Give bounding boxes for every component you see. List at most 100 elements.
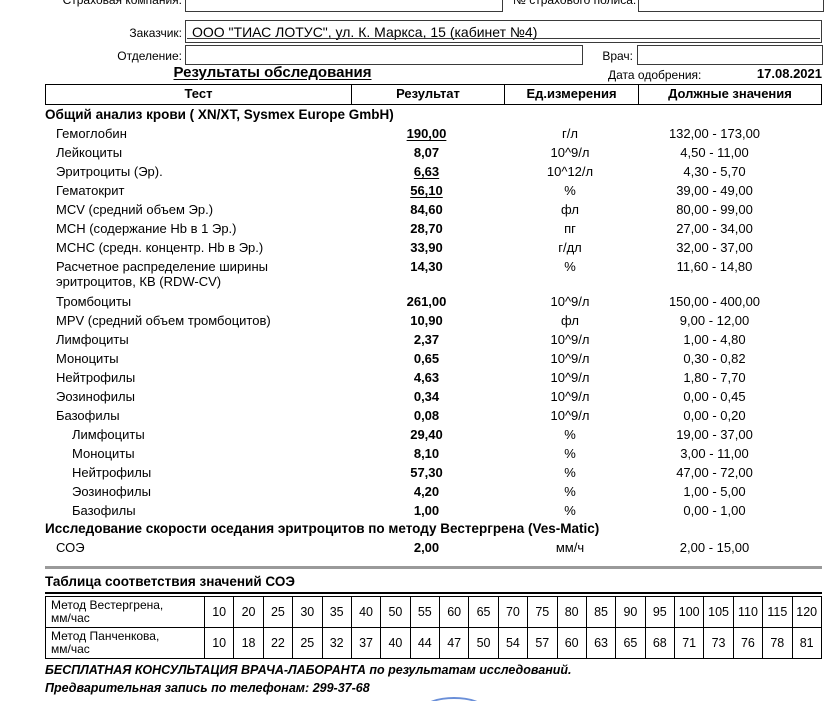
esr-value-cell: 60 (439, 597, 468, 627)
test-name-cell: Расчетное распределение ширины эритроцит… (45, 257, 350, 292)
test-result: 0,65 (413, 351, 440, 366)
test-name: Лимфоциты (72, 427, 145, 442)
esr-value-cell: 40 (380, 628, 409, 658)
customer-underline (187, 38, 820, 39)
esr-result-rows: СОЭ 2,00 мм/ч 2,00 - 15,00 (45, 538, 822, 557)
test-name: MCHC (средн. концентр. Hb в Эр.) (56, 240, 264, 255)
esr-correspondence-table: Метод Вестергрена, мм/час 10 20 25 30 35 40 50… (45, 596, 822, 659)
policy-number-field[interactable] (638, 0, 824, 12)
esr-value-cell: 60 (556, 628, 586, 658)
esr-row-label: Метод Панченкова, мм/час (46, 628, 204, 658)
esr-value-cell: 70 (497, 597, 527, 627)
section-separator (45, 566, 822, 569)
result-row: Тромбоциты 261,00 10^9/л 150,00 - 400,00 (45, 292, 822, 311)
esr-value-cell: 120 (791, 597, 821, 627)
esr-vestergren-values: 10 20 25 30 35 40 50 55 60 65 70 75 80 85 90 95 100 105 11… (204, 597, 821, 627)
test-result: 0,34 (413, 389, 440, 404)
test-reference-range: 9,00 - 12,00 (679, 313, 750, 328)
test-reference-range: 27,00 - 34,00 (676, 221, 753, 236)
esr-value-cell: 90 (615, 597, 644, 627)
esr-method-name: Метод Вестергрена, (51, 598, 164, 612)
test-name-cell: Моноциты (45, 444, 350, 463)
test-reference-range: 47,00 - 72,00 (676, 465, 753, 480)
esr-value-cell: 54 (497, 628, 527, 658)
test-reference-range: 1,00 - 4,80 (683, 332, 746, 347)
result-row: MCV (средний объем Эр.) 84,60 фл 80,00 -… (45, 200, 822, 219)
result-row: СОЭ 2,00 мм/ч 2,00 - 15,00 (45, 538, 822, 557)
test-unit: 10^9/л (550, 370, 590, 385)
test-unit: 10^9/л (550, 408, 590, 423)
test-unit: 10^9/л (550, 351, 590, 366)
result-row: Лимфоциты 29,40 % 19,00 - 37,00 (45, 425, 822, 444)
test-unit: 10^12/л (546, 164, 594, 179)
test-name: Нейтрофилы (72, 465, 152, 480)
test-name-cell: Нейтрофилы (45, 368, 350, 387)
esr-row-vestergren: Метод Вестергрена, мм/час 10 20 25 30 35 40 50… (46, 597, 821, 627)
doctor-field[interactable] (637, 45, 823, 65)
test-name-cell: Эритроциты (Эр). (45, 162, 350, 181)
esr-value-cell: 65 (615, 628, 644, 658)
test-unit: % (564, 259, 576, 274)
test-reference-range: 150,00 - 400,00 (668, 294, 761, 309)
test-unit: 10^9/л (550, 294, 590, 309)
esr-value-cell: 85 (585, 597, 615, 627)
esr-value-cell: 100 (674, 597, 703, 627)
test-result: 190,00 (406, 126, 447, 141)
esr-value-cell: 35 (321, 597, 351, 627)
result-row: Базофилы 1,00 % 0,00 - 1,00 (45, 501, 822, 520)
esr-value-cell: 55 (409, 597, 439, 627)
test-name-cell: MPV (средний объем тромбоцитов) (45, 311, 350, 330)
esr-table-title: Таблица соответствия значений СОЭ (45, 572, 822, 594)
test-name: Тромбоциты (56, 294, 132, 309)
esr-value-cell: 25 (292, 628, 321, 658)
doctor-label: Врач: (602, 49, 633, 63)
test-name: Эозинофилы (72, 484, 151, 499)
esr-value-cell: 73 (703, 628, 732, 658)
esr-value-cell: 40 (350, 597, 380, 627)
esr-value-cell: 30 (292, 597, 321, 627)
test-result: 261,00 (406, 294, 447, 309)
test-name: MCV (средний объем Эр.) (56, 202, 214, 217)
test-name-cell: Моноциты (45, 349, 350, 368)
esr-value-cell: 80 (556, 597, 586, 627)
esr-value-cell: 95 (644, 597, 674, 627)
test-name: Моноциты (72, 446, 135, 461)
esr-value-cell: 37 (350, 628, 380, 658)
customer-field[interactable]: ООО "ТИАС ЛОТУС", ул. К. Маркса, 15 (каб… (185, 20, 822, 43)
section-title-cbc: Общий анализ крови ( XN/XT, Sysmex Europ… (45, 107, 394, 122)
test-reference-range: 1,00 - 5,00 (683, 484, 746, 499)
test-name: Гемоглобин (56, 126, 127, 141)
insurance-company-field[interactable] (185, 0, 503, 12)
test-result: 29,40 (410, 427, 443, 442)
test-name-cell: MCV (средний объем Эр.) (45, 200, 350, 219)
result-row: Гематокрит 56,10 % 39,00 - 49,00 (45, 181, 822, 200)
esr-value-cell: 10 (204, 597, 233, 627)
test-unit: г/л (562, 126, 578, 141)
test-name-cell: MCH (содержание Hb в 1 Эр.) (45, 219, 350, 238)
free-consultation-note: БЕСПЛАТНАЯ КОНСУЛЬТАЦИЯ ВРАЧА-ЛАБОРАНТА … (45, 663, 572, 677)
column-header-unit: Ед.измерения (504, 85, 638, 104)
esr-value-cell: 115 (762, 597, 791, 627)
esr-panchenkov-values: 10 18 22 25 32 37 40 44 47 50 54 57 60 63 65 68 71 73 76 78… (204, 628, 821, 658)
esr-value-cell: 18 (233, 628, 262, 658)
esr-value-cell: 78 (762, 628, 791, 658)
test-name: СОЭ (56, 540, 85, 555)
department-field[interactable] (185, 45, 583, 65)
esr-value-cell: 50 (380, 597, 409, 627)
result-row: Нейтрофилы 57,30 % 47,00 - 72,00 (45, 463, 822, 482)
result-row: Нейтрофилы 4,63 10^9/л 1,80 - 7,70 (45, 368, 822, 387)
test-result: 14,30 (410, 259, 443, 274)
test-name: Моноциты (56, 351, 119, 366)
esr-row-panchenkov: Метод Панченкова, мм/час 10 18 22 25 32 37 40 4… (46, 627, 821, 658)
test-result: 57,30 (410, 465, 443, 480)
test-result: 2,00 (413, 540, 440, 555)
test-reference-range: 0,00 - 0,45 (683, 389, 746, 404)
results-body: Общий анализ крови ( XN/XT, Sysmex Europ… (45, 106, 822, 557)
test-unit: % (564, 503, 576, 518)
test-reference-range: 32,00 - 37,00 (676, 240, 753, 255)
result-row: Моноциты 8,10 % 3,00 - 11,00 (45, 444, 822, 463)
test-unit: 10^9/л (550, 389, 590, 404)
esr-value-cell: 71 (674, 628, 703, 658)
test-name: Базофилы (72, 503, 136, 518)
